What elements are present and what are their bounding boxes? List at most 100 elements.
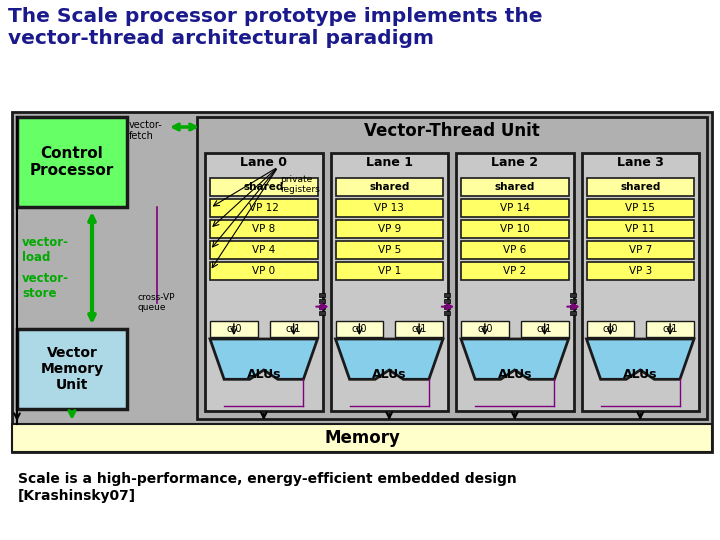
Bar (318, 299, 325, 302)
Text: VP 13: VP 13 (374, 203, 404, 213)
Text: ALUs: ALUs (372, 368, 407, 381)
Bar (12, 112, 712, 452)
Polygon shape (587, 339, 694, 379)
Text: Lane 3: Lane 3 (617, 157, 664, 170)
Bar (336, 262, 443, 280)
Text: VP 12: VP 12 (249, 203, 279, 213)
Bar (461, 262, 569, 280)
Bar (444, 310, 450, 315)
Bar (582, 153, 699, 411)
Text: vector-
fetch: vector- fetch (129, 120, 163, 141)
Bar (336, 199, 443, 217)
Bar (395, 321, 443, 337)
Bar (587, 178, 694, 196)
Bar (587, 199, 694, 217)
Text: private
registers: private registers (280, 175, 320, 194)
Text: cr0: cr0 (603, 324, 618, 334)
Bar (318, 305, 325, 309)
Text: Memory: Memory (324, 429, 400, 447)
Text: VP 6: VP 6 (503, 245, 526, 255)
Text: vector-
load: vector- load (22, 236, 69, 264)
Bar (336, 321, 383, 337)
Bar (444, 293, 450, 296)
Bar (587, 321, 634, 337)
Text: VP 10: VP 10 (500, 224, 530, 234)
Bar (461, 199, 569, 217)
Bar (210, 220, 318, 238)
Text: VP 1: VP 1 (377, 266, 401, 276)
Text: Control
Processor: Control Processor (30, 146, 114, 178)
Bar (270, 321, 318, 337)
Text: cr1: cr1 (662, 324, 678, 334)
Text: VP 3: VP 3 (629, 266, 652, 276)
Text: Scale is a high-performance, energy-efficient embedded design
[Krashinsky07]: Scale is a high-performance, energy-effi… (18, 472, 517, 503)
Bar (336, 178, 443, 196)
Text: VP 9: VP 9 (377, 224, 401, 234)
Text: shared: shared (620, 182, 660, 192)
Text: Vector-Thread Unit: Vector-Thread Unit (364, 122, 540, 140)
Bar (17, 329, 127, 409)
Text: VP 11: VP 11 (625, 224, 655, 234)
Bar (461, 321, 509, 337)
Bar (587, 241, 694, 259)
Bar (461, 220, 569, 238)
Text: cr1: cr1 (537, 324, 552, 334)
Bar (210, 321, 258, 337)
Bar (12, 424, 712, 452)
Bar (210, 199, 318, 217)
Bar (570, 305, 575, 309)
Text: The Scale processor prototype implements the
vector-thread architectural paradig: The Scale processor prototype implements… (8, 7, 542, 48)
Bar (210, 262, 318, 280)
Text: cr1: cr1 (411, 324, 427, 334)
Text: Lane 1: Lane 1 (366, 157, 413, 170)
Text: VP 0: VP 0 (252, 266, 275, 276)
Polygon shape (461, 339, 569, 379)
Bar (318, 293, 325, 296)
Text: shared: shared (243, 182, 284, 192)
Bar (336, 241, 443, 259)
Bar (461, 178, 569, 196)
Bar (587, 262, 694, 280)
Text: cr0: cr0 (477, 324, 492, 334)
Bar (570, 293, 575, 296)
Text: ALUs: ALUs (246, 368, 281, 381)
Bar (570, 310, 575, 315)
Bar (521, 321, 569, 337)
Text: cr0: cr0 (226, 324, 242, 334)
Text: shared: shared (495, 182, 535, 192)
Bar (647, 321, 694, 337)
Bar (444, 299, 450, 302)
Text: Vector
Memory
Unit: Vector Memory Unit (40, 346, 104, 392)
Text: VP 7: VP 7 (629, 245, 652, 255)
Text: vector-
store: vector- store (22, 272, 69, 300)
Text: cr0: cr0 (351, 324, 367, 334)
Bar (587, 220, 694, 238)
Text: VP 15: VP 15 (625, 203, 655, 213)
Bar (210, 241, 318, 259)
Text: ALUs: ALUs (498, 368, 532, 381)
Bar (570, 299, 575, 302)
Text: cr1: cr1 (286, 324, 302, 334)
Bar (330, 153, 448, 411)
Bar (210, 178, 318, 196)
Bar (205, 153, 323, 411)
Bar (456, 153, 574, 411)
Text: VP 5: VP 5 (377, 245, 401, 255)
Text: ALUs: ALUs (623, 368, 657, 381)
Bar (197, 117, 707, 419)
Bar (17, 117, 127, 207)
Polygon shape (336, 339, 443, 379)
Text: shared: shared (369, 182, 410, 192)
Bar (318, 310, 325, 315)
Text: VP 4: VP 4 (252, 245, 275, 255)
Polygon shape (210, 339, 318, 379)
Text: cross-VP
queue: cross-VP queue (137, 293, 174, 312)
Text: VP 14: VP 14 (500, 203, 530, 213)
Text: Lane 2: Lane 2 (491, 157, 539, 170)
Bar (461, 241, 569, 259)
Text: Lane 0: Lane 0 (240, 157, 287, 170)
Bar (336, 220, 443, 238)
Text: VP 2: VP 2 (503, 266, 526, 276)
Bar (444, 305, 450, 309)
Text: VP 8: VP 8 (252, 224, 275, 234)
